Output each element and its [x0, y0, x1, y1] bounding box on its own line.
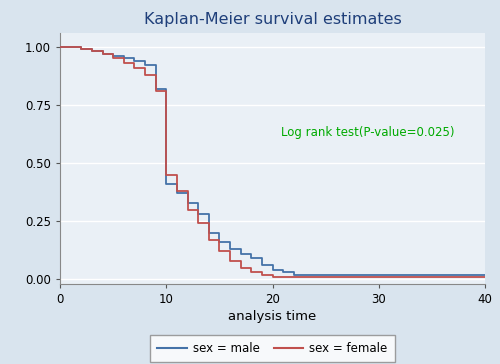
- Text: Log rank test(P-value=0.025): Log rank test(P-value=0.025): [282, 126, 455, 139]
- Legend: sex = male, sex = female: sex = male, sex = female: [150, 335, 394, 362]
- X-axis label: analysis time: analysis time: [228, 310, 316, 323]
- Title: Kaplan-Meier survival estimates: Kaplan-Meier survival estimates: [144, 12, 402, 27]
